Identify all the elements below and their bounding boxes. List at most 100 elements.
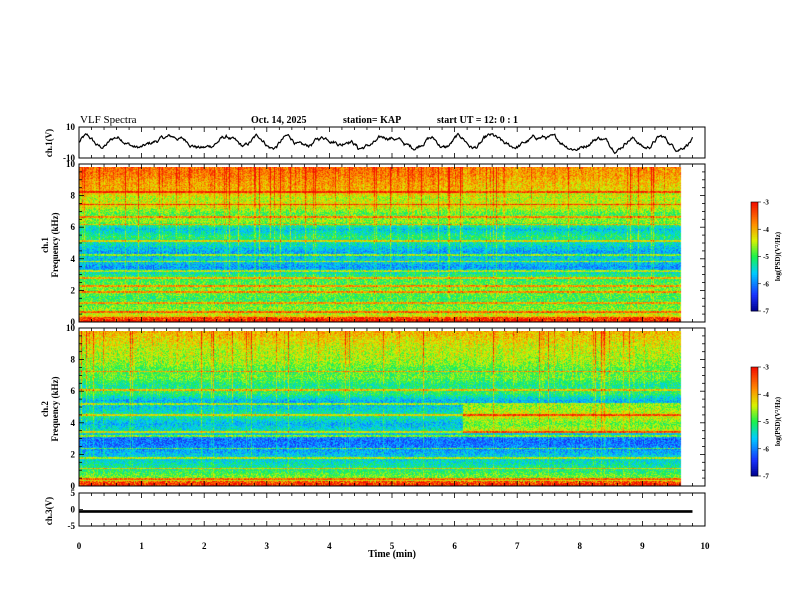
colorbar-segment: [751, 432, 758, 435]
time-tick-label: 3: [265, 541, 270, 551]
colorbar-segment: [751, 410, 758, 413]
colorbar-segment: [751, 383, 758, 386]
colorbar-segment: [751, 229, 758, 232]
colorbar-segment: [751, 414, 758, 417]
time-tick-label: 5: [390, 541, 395, 551]
time-axis-label: Time (min): [368, 549, 416, 560]
time-tick-label: 1: [139, 541, 144, 551]
colorbar-segment: [751, 216, 758, 219]
colorbar-segment: [751, 203, 758, 207]
colorbar-segment: [751, 459, 758, 462]
colorbar-segment: [751, 223, 758, 227]
colorbar-segment: [751, 408, 758, 411]
colorbar-segment: [751, 461, 758, 464]
time-tick-label: 6: [452, 541, 457, 551]
colorbar-segment: [751, 466, 758, 470]
colorbar-segment: [751, 441, 758, 444]
ch2-spectrogram-ylabel: ch.2 Frequency (kHz): [40, 376, 60, 441]
ch2-spectrogram-ylabel-line2: Frequency (kHz): [50, 376, 60, 441]
date-label: Oct. 14, 2025: [251, 115, 307, 126]
time-tick-label: 0: [77, 541, 82, 551]
colorbar-segment: [751, 450, 758, 453]
ch3-signal-ylabel: ch.3(V): [44, 497, 54, 525]
colorbar-segment: [751, 309, 758, 312]
colorbar-segment: [751, 430, 758, 433]
station-label: station= KAP: [343, 115, 401, 126]
colorbar-segment: [751, 263, 758, 266]
ch1-waveform-ytick-label: 10: [66, 122, 76, 132]
colorbar-segment: [751, 240, 758, 243]
colorbar-segment: [751, 220, 758, 223]
colorbar-segment: [751, 267, 758, 270]
colorbar-segment: [751, 437, 758, 441]
colorbar-segment: [751, 271, 758, 274]
colorbar-segment: [751, 258, 758, 261]
colorbar-segment: [751, 399, 758, 402]
colorbar-segment: [751, 379, 758, 382]
colorbar-segment: [751, 274, 758, 277]
ch1-spectrogram-ytick-label: 0: [71, 317, 76, 327]
colorbar-segment: [751, 300, 758, 303]
colorbar-segment: [751, 434, 758, 437]
colorbar-segment: [751, 423, 758, 426]
colorbar-segment: [751, 370, 758, 373]
colorbar-segment: [751, 465, 758, 468]
colorbar-segment: [751, 256, 758, 259]
ch2-spectrogram-ytick-label: 2: [71, 449, 76, 459]
colorbar-segment: [751, 392, 758, 395]
ch2-colorbar: -3 -4 -5 -6 -7 log(PSD)(V²/Hz): [750, 364, 782, 481]
colorbar-segment: [751, 285, 758, 288]
colorbar-segment: [751, 374, 758, 377]
ch1-colorbar: -3 -4 -5 -6 -7 log(PSD)(V²/Hz): [750, 199, 782, 316]
ch2-colorbar-tick-label: -5: [763, 418, 769, 426]
colorbar-segment: [751, 443, 758, 446]
ch2-spectrogram-ytick-label: 10: [66, 323, 76, 333]
time-tick-label: 10: [701, 541, 711, 551]
colorbar-segment: [751, 436, 758, 439]
ch2-colorbar-tick-label: -4: [763, 391, 769, 399]
colorbar-segment: [751, 446, 758, 450]
ch3-signal-ytick-label: 0: [71, 505, 76, 515]
ch1-spectrogram-ytick-label: 8: [71, 191, 76, 201]
time-tick-label: 9: [640, 541, 645, 551]
ch1-waveform-ytick-label: -10: [63, 153, 75, 163]
colorbar-segment: [751, 218, 758, 221]
colorbar-segment: [751, 416, 758, 419]
ch1-spectrogram-image: [79, 167, 693, 322]
ch1-colorbar-tick-label: -7: [763, 308, 769, 316]
ch2-colorbar-tick-label: -7: [763, 473, 769, 481]
colorbar-segment: [751, 385, 758, 388]
ch1-spectrogram-ytick-label: 6: [71, 222, 76, 232]
colorbar-segment: [751, 260, 758, 263]
ch2-spectrogram-ytick-label: 8: [71, 355, 76, 365]
ch3-signal-ytick-label: 5: [71, 488, 76, 498]
colorbar-segment: [751, 221, 758, 225]
colorbar-segment: [751, 372, 758, 375]
colorbar-segment: [751, 272, 758, 276]
colorbar-segment: [751, 472, 758, 475]
colorbar-segment: [751, 403, 758, 406]
colorbar-segment: [751, 381, 758, 384]
colorbar-segment: [751, 367, 758, 370]
colorbar-segment: [751, 251, 758, 254]
colorbar-segment: [751, 376, 758, 379]
ch2-colorbar-label: log(PSD)(V²/Hz): [774, 396, 782, 446]
colorbar-segment: [751, 397, 758, 401]
colorbar-segment: [751, 474, 758, 477]
colorbar-segment: [751, 406, 758, 410]
colorbar-segment: [751, 287, 758, 290]
colorbar-segment: [751, 377, 758, 381]
colorbar-segment: [751, 207, 758, 210]
colorbar-segment: [751, 283, 758, 286]
colorbar-segment: [751, 425, 758, 428]
colorbar-segment: [751, 394, 758, 397]
colorbar-segment: [751, 412, 758, 415]
ch1-spectrogram-panel: 0 2 4 6 8 10: [66, 159, 706, 327]
colorbar-segment: [751, 211, 758, 214]
colorbar-segment: [751, 301, 758, 305]
colorbar-segment: [751, 252, 758, 256]
colorbar-segment: [751, 452, 758, 455]
colorbar-segment: [751, 234, 758, 237]
time-tick-label: 4: [327, 541, 332, 551]
